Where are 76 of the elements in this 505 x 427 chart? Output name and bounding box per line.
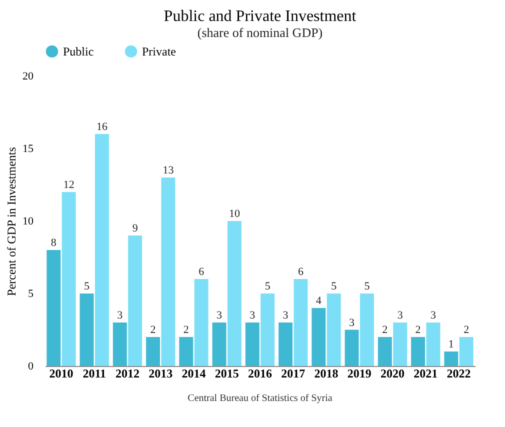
data-label: 8 — [50, 237, 57, 249]
x-tick-label: 2018 — [314, 366, 338, 380]
data-label: 6 — [198, 266, 205, 278]
legend-label: Private — [142, 44, 176, 58]
y-tick-label: 0 — [28, 360, 34, 372]
data-label: 3 — [430, 310, 436, 322]
bar — [378, 337, 392, 366]
data-label: 6 — [298, 266, 304, 278]
bar — [459, 337, 474, 366]
x-tick-label: 2019 — [347, 366, 372, 380]
data-label: 3 — [117, 310, 124, 322]
x-tick-label: 2012 — [115, 366, 140, 380]
data-label: 2 — [382, 324, 388, 336]
data-label: 13 — [162, 164, 174, 176]
bar — [360, 294, 374, 366]
data-label: 9 — [132, 222, 138, 234]
data-label: 3 — [397, 310, 404, 322]
bar — [444, 352, 458, 366]
data-label: 1 — [448, 338, 454, 350]
bar — [212, 322, 226, 366]
x-tick-label: 2020 — [380, 366, 405, 380]
y-tick-label: 15 — [22, 143, 34, 155]
x-tick-label: 2017 — [281, 366, 306, 380]
data-label: 2 — [150, 324, 156, 336]
data-label: 4 — [316, 295, 322, 307]
y-tick-label: 5 — [28, 288, 34, 300]
data-label: 3 — [282, 310, 289, 322]
bar — [260, 294, 275, 366]
bar — [94, 134, 109, 366]
data-label: 3 — [349, 316, 356, 329]
bar — [227, 221, 242, 366]
data-label: 16 — [96, 121, 108, 133]
x-tick-label: 2021 — [414, 366, 438, 380]
chart-title: Public and Private Investment — [164, 8, 357, 25]
bar — [326, 294, 341, 366]
bar — [161, 178, 176, 366]
text: Central Bureau of Statistics of Syria — [188, 393, 333, 404]
legend-label: Public — [63, 44, 94, 58]
x-tick-label: 2014 — [182, 366, 206, 380]
bar — [278, 322, 293, 366]
bar — [393, 322, 408, 366]
bar — [179, 337, 194, 366]
bar — [312, 308, 326, 366]
data-label: 12 — [63, 179, 74, 191]
bar — [80, 294, 94, 366]
bar — [46, 250, 61, 366]
bar — [344, 330, 359, 366]
bar — [62, 192, 76, 366]
data-label: 2 — [415, 324, 421, 336]
data-label: 3 — [250, 310, 256, 322]
data-label: 5 — [264, 280, 271, 292]
bar — [294, 279, 308, 366]
bar — [245, 322, 260, 366]
x-tick-label: 2016 — [248, 366, 272, 380]
bar — [146, 337, 160, 366]
chart-subtitle: (share of nominal GDP) — [197, 25, 323, 40]
bar — [112, 322, 127, 366]
data-label: 2 — [464, 324, 470, 336]
x-tick-label: 2015 — [214, 366, 239, 380]
x-tick-label: 2010 — [49, 366, 74, 380]
y-tick-label: 20 — [22, 70, 34, 82]
data-label: 10 — [228, 208, 240, 220]
x-tick-label: 2011 — [82, 366, 106, 380]
data-label: 5 — [331, 280, 338, 292]
data-label: 3 — [216, 310, 223, 322]
y-tick-label: 10 — [22, 216, 34, 228]
y-axis-title: Percent of GDP in Investments — [4, 146, 18, 296]
data-label: 5 — [84, 280, 90, 292]
bar — [194, 279, 208, 366]
data-label: 5 — [364, 280, 370, 292]
bar — [411, 337, 426, 366]
bar — [426, 322, 440, 366]
x-tick-label: 2013 — [148, 366, 173, 380]
bar — [128, 236, 142, 366]
x-tick-label: 2022 — [446, 366, 471, 380]
data-label: 2 — [183, 324, 189, 336]
